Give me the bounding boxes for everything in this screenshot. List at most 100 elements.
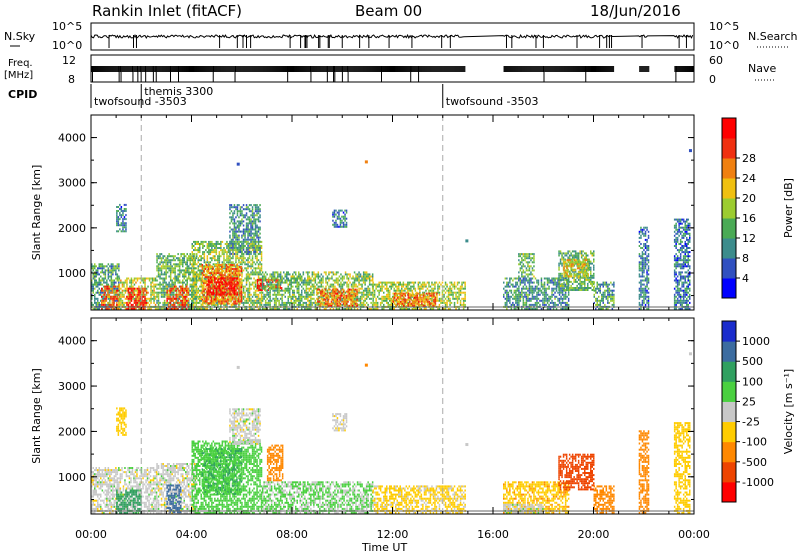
heatmap-cell [248,277,251,280]
heatmap-cell [169,275,172,278]
heatmap-cell [244,238,246,241]
heatmap-cell [172,255,175,258]
heatmap-cell [239,282,241,285]
heatmap-cell [162,285,164,288]
heatmap-cell [232,265,234,268]
heatmap-cell [239,272,241,275]
heatmap-cell [217,257,219,260]
heatmap-cell [156,275,158,278]
heatmap-cell [362,277,365,280]
heatmap-cell [184,303,186,306]
heatmap-cell [340,273,342,276]
heatmap-cell [136,279,139,282]
heatmap-cell [284,287,286,290]
heatmap-cell [334,285,336,288]
heatmap-cell [191,265,193,268]
heatmap-cell [113,279,116,282]
heatmap-cell [148,277,151,280]
heatmap-cell [308,277,311,280]
heatmap-cell [347,304,349,307]
heatmap-cell [218,243,221,245]
heatmap-cell [221,276,223,279]
heatmap-cell [215,259,218,262]
heatmap-cell [247,291,249,294]
heatmap-cell [195,303,197,306]
heatmap-cell [147,301,149,304]
heatmap-cell [251,216,254,219]
heatmap-cell [219,276,222,279]
heatmap-cell [231,298,234,301]
heatmap-cell [238,234,240,237]
heatmap-cell [127,299,130,302]
heatmap-cell [367,273,369,276]
heatmap-cell [103,277,105,280]
nsearch-tick-bottom: 10^0 [709,39,739,52]
heatmap-cell [109,289,111,292]
heatmap-cell [231,282,234,285]
heatmap-cell [193,299,195,302]
heatmap-cell [207,302,210,305]
heatmap-cell [229,208,231,211]
heatmap-cell [91,263,93,266]
heatmap-cell [359,303,362,306]
heatmap-cell [119,212,121,214]
heatmap-cell [319,279,321,282]
heatmap-cell [248,230,251,233]
heatmap-cell [311,271,314,274]
heatmap-cell [253,249,255,252]
heatmap-cell [183,269,185,272]
heatmap-cell [165,269,167,272]
heatmap-cell [229,255,231,258]
heatmap-cell [224,291,227,294]
heatmap-cell [202,240,204,243]
heatmap-cell [218,276,220,279]
heatmap-cell [257,271,260,274]
heatmap-cell [244,291,246,294]
heatmap-cell [209,273,212,276]
heatmap-cell [257,273,260,276]
heatmap-cell [250,287,252,290]
heatmap-cell [183,289,185,292]
heatmap-cell [218,261,221,264]
heatmap-cell [216,272,219,275]
heatmap-cell [293,301,295,304]
heatmap-cell [232,275,234,278]
heatmap-cell [286,289,288,292]
heatmap-cell [220,249,222,252]
heatmap-cell [353,303,356,306]
heatmap-cell [368,275,371,278]
heatmap-cell [236,274,238,277]
heatmap-cell [245,252,248,255]
heatmap-cell [221,253,224,256]
heatmap-cell [199,308,201,310]
heatmap-cell [222,276,225,279]
heatmap-cell [144,277,146,280]
heatmap-cell [189,279,191,282]
heatmap-cell [328,279,330,282]
heatmap-cell [120,222,123,225]
heatmap-cell [221,281,224,284]
heatmap-cell [168,285,170,288]
heatmap-cell [251,283,254,286]
heatmap-cell [254,263,257,266]
heatmap-cell [119,214,121,217]
heatmap-cell [251,301,254,304]
heatmap-cell [185,283,187,286]
heatmap-cell [211,293,213,296]
heatmap-cell [337,271,339,274]
heatmap-cell [329,293,332,296]
heatmap-cell [266,301,268,304]
heatmap-cell [138,303,140,306]
heatmap-cell [365,273,368,276]
heatmap-cell [259,240,261,243]
heatmap-cell [148,279,151,282]
heatmap-cell [118,287,121,290]
heatmap-cell [187,299,189,302]
heatmap-cell [279,279,282,282]
heatmap-cell [165,261,167,264]
heatmap-cell [227,293,230,296]
heatmap-cell [254,245,257,247]
heatmap-cell [347,298,349,301]
heatmap-cell [179,287,182,290]
heatmap-cell [347,279,350,282]
